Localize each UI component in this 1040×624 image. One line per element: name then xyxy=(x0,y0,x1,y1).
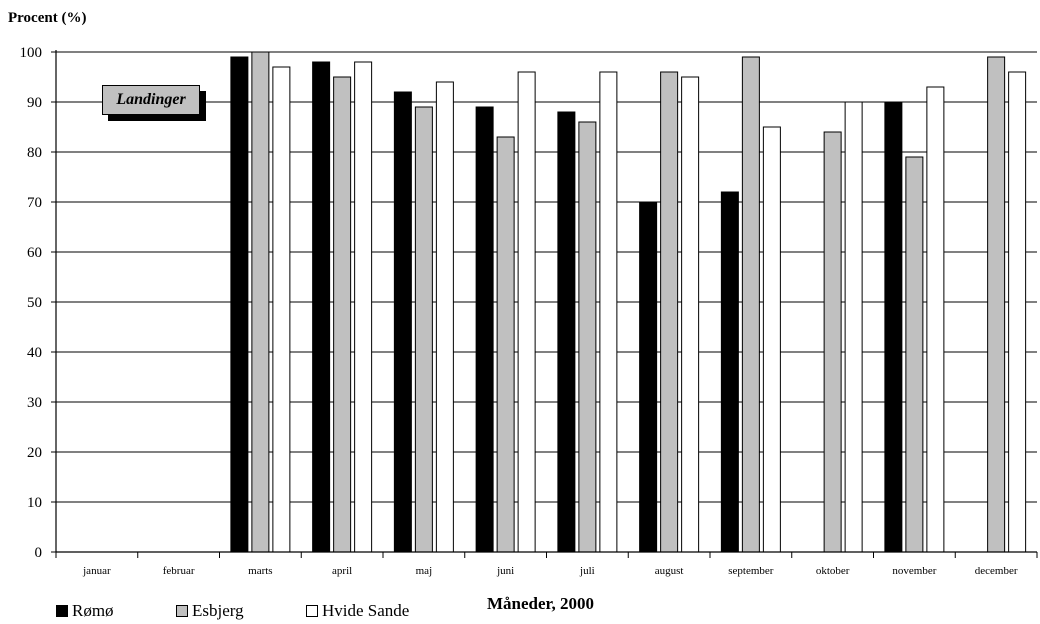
x-tick-label-november: november xyxy=(892,565,936,577)
bar-juli-0 xyxy=(557,111,576,553)
legend-label-esbjerg: Esbjerg xyxy=(192,601,244,620)
x-tick-label-april: april xyxy=(332,565,352,577)
legend-swatch-esbjerg xyxy=(176,605,188,617)
x-tick-label-oktober: oktober xyxy=(816,565,850,577)
bar-august-1 xyxy=(660,71,679,553)
bar-juni-0 xyxy=(475,106,494,553)
bar-juli-1 xyxy=(578,121,597,553)
bar-december-1 xyxy=(987,56,1006,553)
bar-maj-1 xyxy=(414,106,433,553)
y-axis-label: Procent (%) xyxy=(8,10,87,26)
bar-november-0 xyxy=(884,101,903,553)
bar-august-0 xyxy=(639,201,658,553)
bar-marts-0 xyxy=(230,56,249,553)
bar-april-1 xyxy=(333,76,352,553)
y-tick-label-0: 0 xyxy=(35,545,43,561)
bar-november-1 xyxy=(905,156,924,553)
x-tick-label-september: september xyxy=(728,565,774,577)
bar-april-0 xyxy=(312,61,331,553)
bar-september-0 xyxy=(720,191,739,553)
legend-swatch-romo xyxy=(56,605,68,617)
bar-juli-2 xyxy=(599,71,618,553)
legend-item-esbjerg: Esbjerg xyxy=(176,599,244,623)
bar-juni-2 xyxy=(517,71,536,553)
annotation-text: Landinger xyxy=(116,91,186,108)
annotation-box: Landinger xyxy=(102,85,200,115)
bar-september-2 xyxy=(762,126,781,553)
legend-label-romo: Rømø xyxy=(72,601,114,620)
bar-marts-1 xyxy=(251,51,270,553)
legend-item-hvide-sande: Hvide Sande xyxy=(306,599,409,623)
bar-april-2 xyxy=(354,61,373,553)
x-tick-label-marts: marts xyxy=(248,565,272,577)
y-tick-label-70: 70 xyxy=(27,195,42,211)
x-tick-label-januar: januar xyxy=(82,565,111,577)
bar-oktober-1 xyxy=(823,131,842,553)
y-tick-label-40: 40 xyxy=(27,345,42,361)
bar-december-2 xyxy=(1008,71,1027,553)
x-tick-label-december: december xyxy=(975,565,1018,577)
bar-juni-1 xyxy=(496,136,515,553)
bar-august-2 xyxy=(681,76,700,553)
x-tick-label-juli: juli xyxy=(579,565,595,577)
bar-oktober-2 xyxy=(844,101,863,553)
x-tick-label-februar: februar xyxy=(163,565,195,577)
bar-marts-2 xyxy=(272,66,291,553)
x-tick-label-juni: juni xyxy=(496,565,514,577)
bar-maj-2 xyxy=(435,81,454,553)
y-tick-label-50: 50 xyxy=(27,295,42,311)
legend: Rømø Esbjerg Hvide Sande xyxy=(56,599,476,623)
x-tick-label-august: august xyxy=(655,565,684,577)
bar-september-1 xyxy=(741,56,760,553)
legend-label-hvide-sande: Hvide Sande xyxy=(322,601,410,620)
y-tick-label-20: 20 xyxy=(27,445,42,461)
y-tick-label-10: 10 xyxy=(27,495,42,511)
y-tick-label-90: 90 xyxy=(27,95,42,111)
legend-swatch-hvide-sande xyxy=(306,605,318,617)
y-tick-label-80: 80 xyxy=(27,145,42,161)
x-tick-label-maj: maj xyxy=(416,565,433,577)
y-tick-label-100: 100 xyxy=(20,45,43,61)
legend-item-romo: Rømø xyxy=(56,599,114,623)
bar-november-2 xyxy=(926,86,945,553)
y-tick-label-30: 30 xyxy=(27,395,42,411)
y-tick-label-60: 60 xyxy=(27,245,42,261)
x-axis-label: Måneder, 2000 xyxy=(487,594,595,613)
bar-maj-0 xyxy=(393,91,412,553)
